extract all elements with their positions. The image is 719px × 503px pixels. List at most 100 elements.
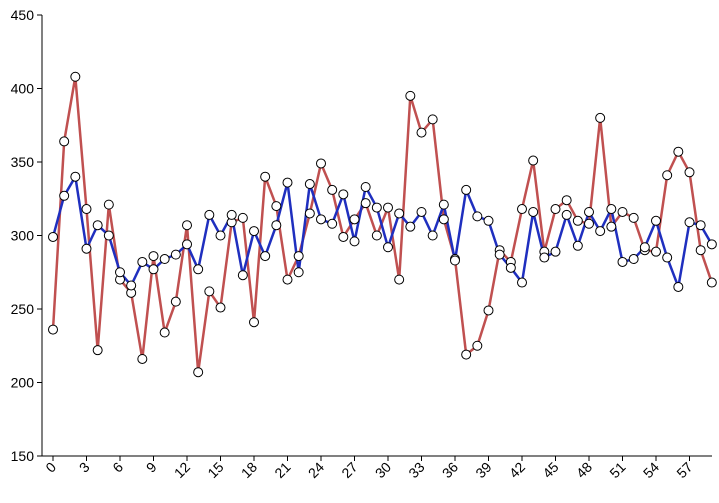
blue-series-point	[550, 246, 561, 257]
chart-axes	[37, 14, 712, 461]
blue-series-point	[662, 252, 673, 263]
x-tick-label: 15	[204, 459, 226, 481]
blue-series-point	[316, 214, 326, 225]
red-series-point	[383, 202, 393, 213]
blue-series-point	[371, 202, 382, 213]
red-series-point	[237, 212, 248, 223]
x-tick-label: 30	[372, 459, 394, 481]
red-series-point	[438, 214, 449, 225]
blue-series-point	[59, 190, 70, 201]
blue-series-point	[606, 204, 617, 215]
blue-series-point	[416, 206, 427, 217]
blue-series-point	[505, 262, 516, 273]
blue-series-point	[450, 255, 460, 266]
blue-series-point	[137, 256, 148, 267]
red-series-line	[51, 76, 714, 373]
blue-series-point	[115, 267, 125, 278]
x-tick-label: 42	[506, 459, 528, 481]
red-series-point	[103, 199, 114, 210]
red-series-point	[360, 198, 371, 209]
y-tick-label: 400	[11, 81, 35, 97]
red-series-point	[371, 230, 382, 241]
red-series-point	[706, 277, 717, 288]
blue-series-point	[706, 239, 717, 250]
red-series-point	[293, 251, 304, 262]
x-tick-label: 36	[439, 459, 461, 481]
red-series-point	[193, 367, 204, 378]
blue-series-point	[528, 206, 539, 217]
red-series-point	[472, 340, 483, 351]
x-tick-label: 3	[76, 459, 93, 476]
blue-series-point	[170, 249, 181, 260]
blue-series-point	[438, 199, 449, 210]
blue-series-point	[427, 230, 438, 241]
blue-series-point	[81, 243, 92, 254]
red-series-point	[249, 317, 259, 328]
y-tick-label: 150	[11, 448, 35, 464]
blue-series-point	[327, 218, 338, 229]
blue-series-point	[539, 252, 550, 263]
red-series-point	[81, 204, 92, 215]
red-series-point	[561, 195, 572, 206]
blue-series-point	[595, 226, 606, 237]
y-tick-label: 300	[11, 228, 35, 244]
blue-series-point	[193, 264, 204, 275]
y-tick-label: 350	[11, 154, 35, 170]
red-series-point	[394, 274, 405, 285]
red-series-point	[572, 215, 583, 226]
blue-series-point	[204, 209, 215, 220]
red-series-point	[92, 345, 103, 356]
x-tick-label: 0	[42, 459, 59, 476]
blue-series-point	[673, 281, 684, 292]
red-series-point	[550, 204, 561, 215]
x-tick-label: 54	[640, 459, 662, 481]
red-series-point	[405, 90, 416, 101]
blue-series-point	[271, 220, 282, 231]
y-tick-label: 450	[11, 7, 35, 23]
blue-series-point	[293, 267, 304, 278]
x-tick-label: 18	[238, 459, 260, 481]
red-series-point	[673, 146, 684, 157]
blue-series-point	[483, 215, 494, 226]
blue-series-point	[461, 184, 472, 195]
blue-series-point	[394, 208, 405, 219]
blue-series-point	[237, 270, 248, 281]
blue-series-point	[517, 277, 527, 288]
blue-series-point	[249, 226, 259, 237]
red-series-point	[427, 114, 438, 125]
blue-series-point	[103, 230, 114, 241]
blue-series-point	[472, 211, 483, 222]
red-series-point	[159, 327, 170, 338]
red-series-point	[182, 220, 192, 231]
blue-series-point	[383, 242, 393, 253]
x-tick-label: 21	[271, 459, 293, 481]
blue-series-point	[226, 209, 237, 220]
x-tick-label: 45	[539, 459, 561, 481]
red-series-point	[48, 324, 58, 335]
x-tick-label: 27	[338, 459, 360, 481]
blue-series-point	[360, 181, 371, 192]
red-series-point	[517, 204, 527, 215]
red-series-point	[327, 184, 338, 195]
blue-series-point	[349, 236, 360, 247]
red-series-point	[70, 71, 81, 82]
red-series-point	[59, 136, 70, 147]
red-series-point	[684, 167, 695, 178]
red-series-point	[617, 206, 628, 217]
red-series-point	[304, 208, 315, 219]
blue-series-point	[215, 230, 226, 241]
blue-series-point	[182, 239, 192, 250]
x-tick-label: 48	[573, 459, 595, 481]
y-tick-label: 200	[11, 375, 35, 391]
x-tick-label: 33	[405, 459, 427, 481]
blue-series-point	[684, 217, 695, 228]
blue-series-point	[405, 221, 416, 232]
blue-series-point	[639, 242, 650, 253]
red-series-point	[595, 112, 606, 123]
blue-series-point	[159, 254, 170, 265]
blue-series-point	[494, 249, 505, 260]
red-series-point	[282, 274, 293, 285]
red-series-point	[628, 212, 639, 223]
blue-series-point	[561, 209, 572, 220]
